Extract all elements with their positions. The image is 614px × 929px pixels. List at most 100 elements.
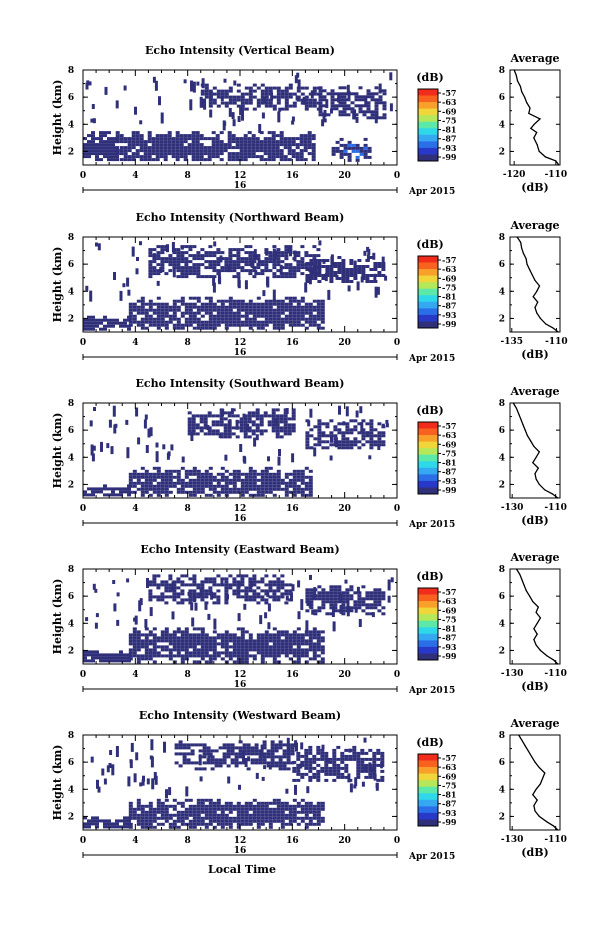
- echo-cell: [321, 422, 326, 426]
- echo-cell: [180, 601, 185, 605]
- echo-cell: [244, 107, 249, 111]
- echo-cell: [256, 636, 261, 640]
- echo-cell: [306, 786, 310, 794]
- echo-cell: [148, 260, 153, 264]
- echo-cell: [247, 137, 252, 141]
- echo-cell: [303, 140, 308, 144]
- echo-cell: [187, 152, 192, 156]
- echo-cell: [381, 597, 386, 601]
- echo-cell: [224, 484, 229, 488]
- echo-cell: [284, 589, 289, 593]
- echo-cell: [103, 653, 107, 657]
- echo-cell: [308, 748, 313, 752]
- colorbar-label: (dB): [416, 404, 443, 417]
- echo-cell: [168, 475, 173, 479]
- echo-cell: [188, 825, 193, 829]
- echo-cell: [95, 158, 99, 162]
- echo-cell: [200, 804, 205, 808]
- echo-cell: [264, 583, 269, 587]
- echo-cell: [187, 146, 192, 150]
- echo-cell: [256, 601, 261, 605]
- echo-cell: [180, 266, 185, 270]
- echo-cell: [280, 317, 285, 321]
- echo-cell: [132, 490, 137, 494]
- echo-cell: [239, 137, 244, 141]
- echo-cell: [312, 627, 317, 631]
- echo-cell: [226, 764, 231, 768]
- echo-cell: [361, 419, 366, 423]
- echo-cell: [288, 642, 293, 646]
- echo-cell: [227, 152, 232, 156]
- echo-cell: [142, 775, 145, 782]
- echo-cell: [300, 816, 305, 820]
- echo-cell: [236, 660, 241, 664]
- echo-cell: [176, 642, 181, 646]
- echo-cell: [95, 324, 99, 328]
- echo-cell: [288, 95, 293, 99]
- average-point: [518, 413, 520, 415]
- echo-cell: [309, 268, 314, 271]
- colorbar: (dB)-57-63-69-75-81-87-93-99: [416, 404, 457, 495]
- echo-cell: [209, 109, 213, 118]
- echo-cell: [224, 490, 229, 494]
- echo-cell: [342, 92, 347, 96]
- echo-cell: [355, 146, 360, 150]
- echo-cell: [262, 743, 267, 747]
- echo-cell: [275, 414, 280, 418]
- colorbar-swatch: [418, 461, 438, 469]
- echo-cell: [200, 816, 205, 820]
- avg-x-axis-label: (dB): [521, 680, 548, 693]
- echo-cell: [284, 654, 289, 658]
- echo-cell: [148, 651, 153, 655]
- echo-cell: [224, 583, 229, 587]
- echo-cell: [308, 642, 313, 646]
- echo-cell: [111, 764, 115, 776]
- echo-cell: [271, 140, 276, 144]
- echo-cell: [200, 595, 205, 599]
- colorbar-swatch: [418, 95, 438, 103]
- echo-cell: [188, 804, 193, 808]
- echo-cell: [210, 591, 214, 600]
- echo-cell: [223, 435, 228, 439]
- echo-cell: [264, 323, 269, 327]
- echo-cell: [200, 305, 205, 309]
- echo-cell: [132, 320, 137, 324]
- echo-cell: [248, 801, 253, 805]
- echo-cell: [276, 317, 281, 321]
- echo-cell: [370, 110, 375, 114]
- echo-cell: [128, 807, 133, 811]
- echo-cell: [183, 140, 188, 144]
- avg-ytick-label: 6: [499, 592, 505, 602]
- echo-cell: [87, 819, 91, 823]
- echo-cell: [305, 594, 310, 598]
- echo-cell: [374, 101, 379, 105]
- echo-cell: [148, 266, 153, 270]
- echo-cell: [148, 493, 153, 497]
- average-point: [530, 127, 532, 129]
- echo-cell: [312, 645, 317, 649]
- echo-cell: [132, 317, 137, 321]
- echo-cell: [172, 263, 177, 267]
- echo-cell: [204, 323, 209, 327]
- echo-cell: [320, 305, 325, 309]
- echo-cell: [248, 98, 253, 102]
- colorbar-swatch: [418, 760, 438, 768]
- echo-cell: [365, 440, 370, 444]
- echo-cell: [369, 594, 374, 598]
- echo-cell: [128, 484, 133, 488]
- echo-cell: [204, 660, 209, 664]
- echo-cell: [252, 804, 257, 808]
- echo-cell: [292, 305, 297, 309]
- echo-cell: [356, 775, 361, 779]
- echo-cell: [313, 587, 317, 596]
- echo-cell: [248, 816, 253, 820]
- echo-cell: [232, 807, 237, 811]
- echo-cell: [107, 140, 111, 144]
- average-point: [557, 497, 559, 499]
- echo-cell: [215, 414, 220, 418]
- echo-cell: [200, 819, 205, 823]
- echo-cell: [204, 260, 209, 264]
- echo-cell: [243, 423, 248, 427]
- echo-cell: [288, 104, 293, 108]
